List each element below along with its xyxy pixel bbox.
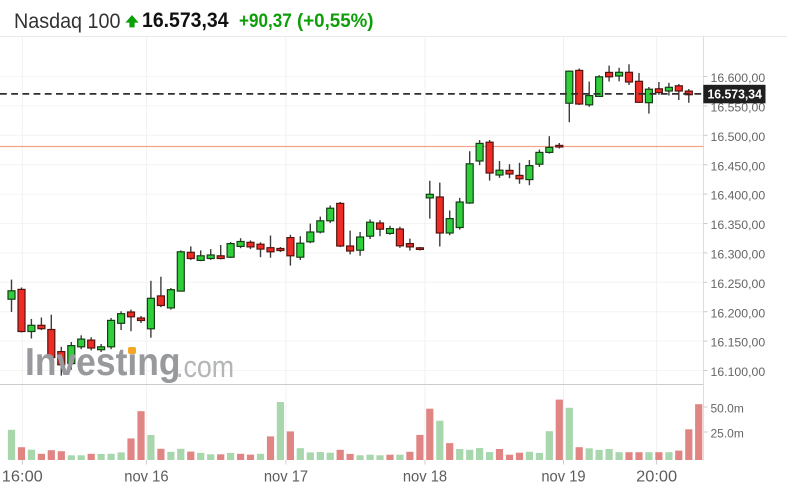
svg-text:16.350,00: 16.350,00 — [711, 218, 766, 232]
svg-text:16.150,00: 16.150,00 — [711, 336, 766, 350]
svg-text:16.500,00: 16.500,00 — [711, 130, 766, 144]
svg-text:16.450,00: 16.450,00 — [711, 159, 766, 173]
svg-text:16.600,00: 16.600,00 — [711, 71, 766, 85]
svg-text:16.200,00: 16.200,00 — [711, 306, 766, 320]
svg-text:16.573,34: 16.573,34 — [708, 88, 762, 102]
svg-text:nov 16: nov 16 — [124, 469, 168, 486]
svg-text:16.100,00: 16.100,00 — [711, 365, 766, 379]
svg-text:nov 17: nov 17 — [264, 469, 308, 486]
svg-text:nov 19: nov 19 — [541, 469, 585, 486]
svg-text:16.400,00: 16.400,00 — [711, 189, 766, 203]
svg-text:20:00: 20:00 — [636, 469, 677, 486]
svg-text:25.0m: 25.0m — [711, 427, 744, 441]
svg-text:16:00: 16:00 — [2, 469, 43, 486]
svg-text:50.0m: 50.0m — [711, 402, 744, 416]
svg-text:16.300,00: 16.300,00 — [711, 248, 766, 262]
svg-text:16.250,00: 16.250,00 — [711, 277, 766, 291]
svg-text:16.550,00: 16.550,00 — [711, 101, 766, 115]
svg-text:nov 18: nov 18 — [403, 469, 447, 486]
